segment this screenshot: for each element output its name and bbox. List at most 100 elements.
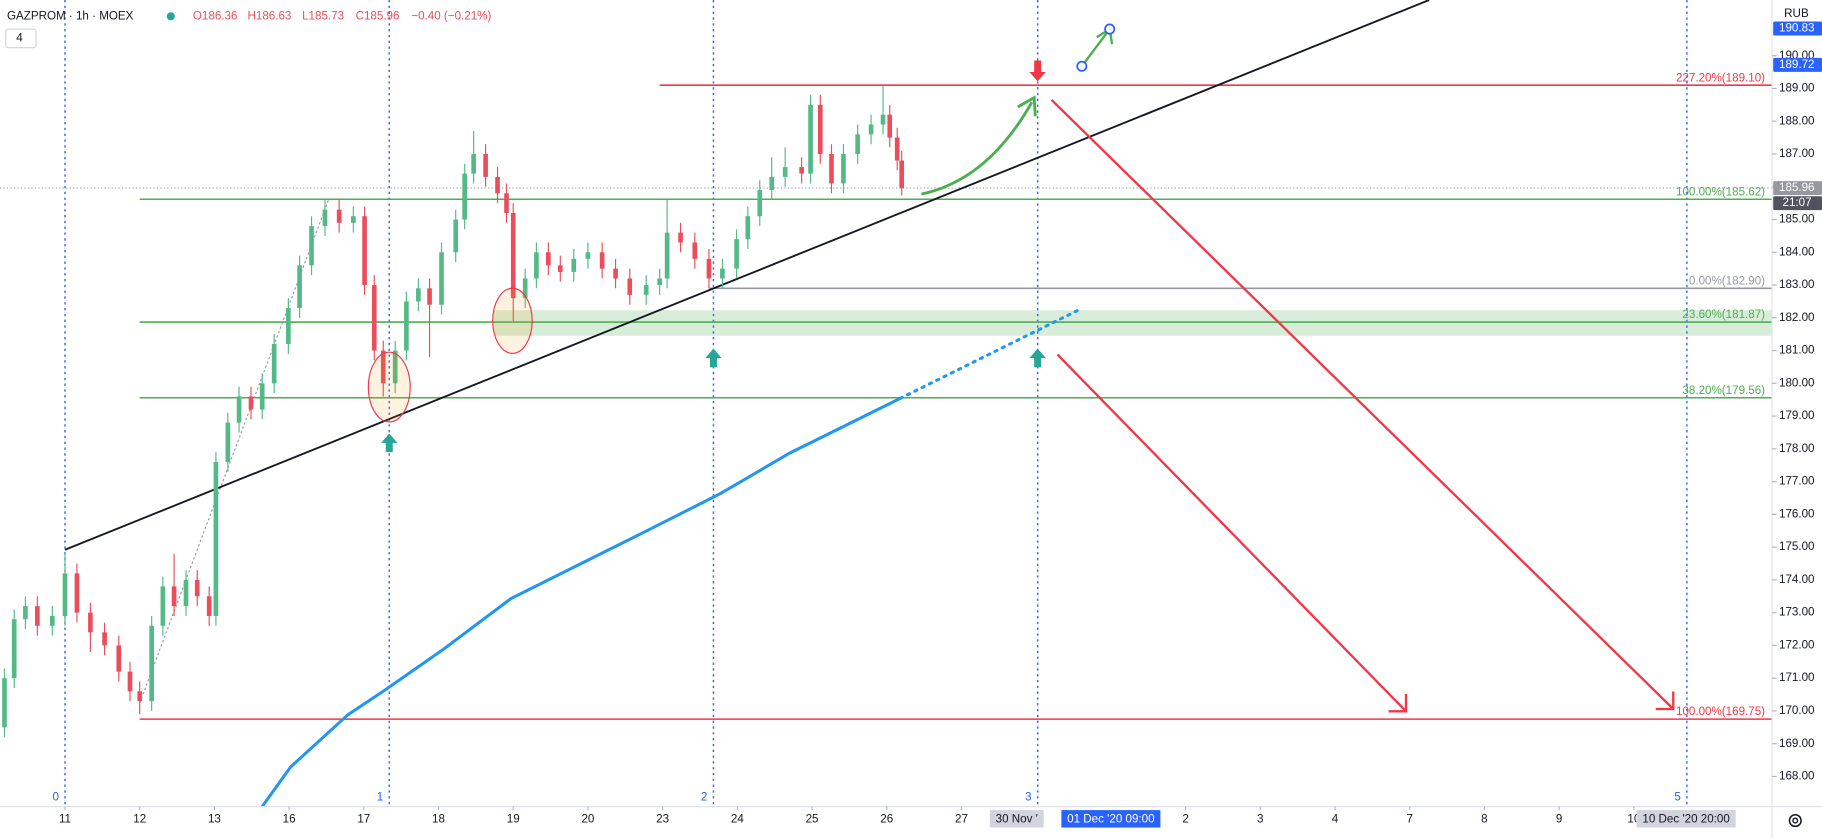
fib-level-label: 23.60%(181.87) bbox=[1682, 308, 1765, 321]
x-tick-label: 8 bbox=[1481, 812, 1487, 825]
candle-body bbox=[416, 288, 421, 302]
red-arrow bbox=[1056, 353, 1407, 713]
price-badge-label: 185.96 bbox=[1779, 181, 1815, 194]
candle-body bbox=[504, 193, 509, 213]
candle-body bbox=[817, 104, 823, 154]
open: O186.36 bbox=[193, 9, 238, 22]
gear[interactable] bbox=[1788, 813, 1802, 828]
time-badge-label: 30 Nov ' bbox=[996, 812, 1038, 825]
candle-body bbox=[613, 268, 618, 279]
drawings bbox=[367, 23, 1675, 713]
x-tick-label: 23 bbox=[656, 812, 669, 825]
settings-icon[interactable] bbox=[1788, 813, 1802, 828]
candle-body bbox=[571, 258, 577, 272]
y-tick-label: 188.00 bbox=[1779, 114, 1815, 127]
candle-body bbox=[841, 153, 846, 184]
x-tick-label: 4 bbox=[1332, 812, 1339, 825]
y-tick-label: 181.00 bbox=[1779, 344, 1815, 357]
y-tick-label: 187.00 bbox=[1779, 147, 1815, 160]
candle-body bbox=[271, 344, 277, 384]
arrow-head bbox=[1017, 95, 1037, 117]
candle-body bbox=[757, 190, 763, 217]
cycle-label: 3 bbox=[1025, 790, 1031, 803]
candle-body bbox=[362, 216, 367, 286]
currency: RUB bbox=[1784, 7, 1809, 20]
trendline bbox=[64, 0, 1430, 551]
x-tick-label: 3 bbox=[1257, 812, 1263, 825]
candle-body bbox=[782, 167, 788, 177]
y-tick-label: 173.00 bbox=[1779, 606, 1815, 619]
cycle-label: 0 bbox=[52, 790, 58, 803]
candle-body bbox=[439, 252, 444, 305]
candle-body bbox=[510, 212, 516, 299]
highlight-ellipse bbox=[367, 351, 411, 423]
arrow-head bbox=[1655, 691, 1675, 711]
y-tick-label: 170.00 bbox=[1779, 704, 1815, 717]
candle-body bbox=[127, 671, 133, 692]
fib-level-label: 227.20%(189.10) bbox=[1676, 71, 1765, 84]
y-tick-label: 180.00 bbox=[1779, 376, 1815, 389]
candle-body bbox=[309, 226, 314, 266]
price-badge-label: 190.83 bbox=[1779, 22, 1815, 35]
candle-body bbox=[692, 242, 698, 259]
x-tick-label: 9 bbox=[1556, 812, 1562, 825]
indicator-count[interactable]: 4 bbox=[16, 31, 23, 44]
handle bbox=[1076, 60, 1088, 72]
candle-body bbox=[392, 350, 398, 384]
candle-body bbox=[259, 383, 265, 410]
candle-body bbox=[483, 153, 488, 177]
cycle-label: 5 bbox=[1674, 790, 1680, 803]
candle-body bbox=[74, 573, 80, 613]
y-tick-label: 179.00 bbox=[1779, 409, 1815, 422]
indicator-toggle[interactable] bbox=[5, 28, 37, 49]
time-badge bbox=[1061, 810, 1161, 828]
up-arrow bbox=[381, 433, 398, 453]
countdown-badge bbox=[1773, 196, 1822, 211]
y-tick-label: 171.00 bbox=[1779, 671, 1815, 684]
candle-body bbox=[745, 216, 751, 240]
y-tick-label: 176.00 bbox=[1779, 507, 1815, 520]
candle-body bbox=[116, 645, 122, 672]
y-tick-label: 182.00 bbox=[1779, 311, 1815, 324]
high: H186.63 bbox=[248, 9, 292, 22]
x-tick-label: 11 bbox=[59, 812, 71, 825]
candle-body bbox=[380, 350, 386, 384]
candle-body bbox=[868, 124, 874, 135]
candle-body bbox=[495, 176, 500, 194]
candle-body bbox=[769, 176, 775, 191]
y-tick-label: 169.00 bbox=[1779, 737, 1815, 750]
price-badge bbox=[1773, 57, 1822, 72]
green-curve-arrow bbox=[921, 101, 1034, 196]
candle-body bbox=[899, 160, 905, 189]
candle-body bbox=[322, 209, 328, 227]
cycle-label: 1 bbox=[377, 790, 383, 803]
candle-body bbox=[194, 579, 200, 597]
candle-body bbox=[829, 153, 834, 184]
red-arrow bbox=[1050, 99, 1675, 710]
candle-body bbox=[404, 301, 409, 351]
fib-level-label: 100.00%(169.75) bbox=[1676, 705, 1765, 718]
y-tick-label: 189.00 bbox=[1779, 82, 1815, 95]
candle-body bbox=[371, 285, 377, 351]
candle-body bbox=[534, 252, 539, 279]
candle-body bbox=[213, 461, 219, 616]
candle-body bbox=[664, 232, 670, 279]
arrow-head bbox=[1388, 693, 1408, 713]
y-tick-label: 172.00 bbox=[1779, 638, 1815, 651]
ohlc-legend: O186.36 H186.63 L185.73 C185.96 −0.40 (−… bbox=[193, 9, 492, 22]
price-badge-label: 189.72 bbox=[1779, 58, 1815, 71]
gear-center[interactable] bbox=[1792, 817, 1799, 824]
x-tick-label: 20 bbox=[581, 812, 594, 825]
candle-body bbox=[160, 586, 166, 626]
candle-body bbox=[351, 216, 356, 223]
candle-body bbox=[236, 396, 242, 423]
candle-body bbox=[585, 252, 591, 259]
symbol-title: GAZPROM · 1h · MOEX bbox=[7, 9, 134, 22]
candle-body bbox=[2, 678, 7, 728]
x-tick-label: 7 bbox=[1406, 812, 1412, 825]
fib-diagonal bbox=[139, 198, 330, 704]
candle-body bbox=[206, 596, 212, 616]
x-tick-label: 19 bbox=[507, 812, 520, 825]
low: L185.73 bbox=[302, 9, 344, 22]
